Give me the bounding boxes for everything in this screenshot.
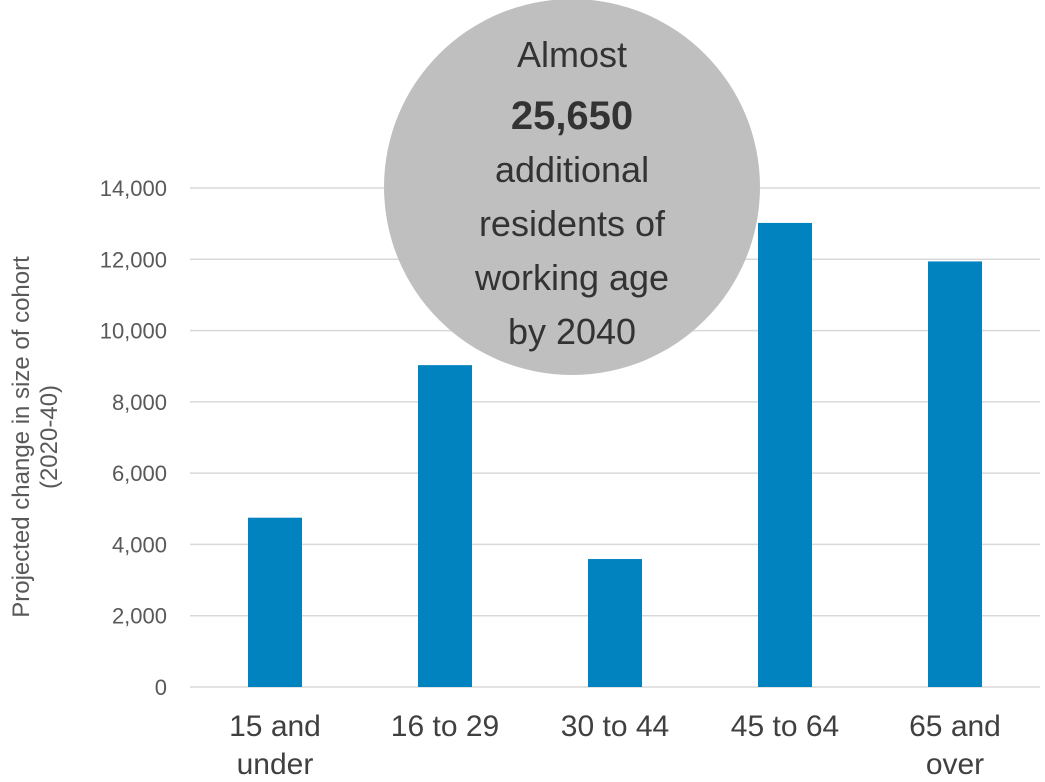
bar bbox=[928, 261, 982, 687]
y-tick-label: 4,000 bbox=[112, 532, 167, 557]
x-tick-label: 16 to 29 bbox=[391, 710, 499, 743]
y-tick-label: 10,000 bbox=[100, 319, 167, 344]
annotation-callout: Almost 25,650 additional residents of workin… bbox=[384, 0, 760, 375]
callout-text: Almost bbox=[517, 34, 627, 75]
callout-text: additional bbox=[495, 149, 649, 190]
callout-text: by 2040 bbox=[508, 311, 636, 352]
x-axis-labels: 15 and under 16 to 29 30 to 44 45 to 64 65 an… bbox=[229, 710, 1001, 781]
x-tick-label: 65 and over bbox=[909, 710, 1001, 781]
bars bbox=[248, 222, 982, 687]
callout-text: working age bbox=[474, 257, 669, 298]
bar bbox=[588, 559, 642, 687]
y-tick-label: 0 bbox=[155, 675, 167, 700]
callout-figure: 25,650 bbox=[511, 94, 633, 138]
y-axis-ticks: 0 2,000 4,000 6,000 8,000 10,000 12,000 14,000 bbox=[100, 176, 167, 700]
bar bbox=[758, 222, 812, 687]
y-axis-title: Projected change in size of cohort(2020-… bbox=[8, 256, 63, 618]
x-tick-label: 15 and under bbox=[229, 710, 321, 781]
x-tick-label: 45 to 64 bbox=[731, 710, 839, 743]
y-tick-label: 8,000 bbox=[112, 390, 167, 415]
y-tick-label: 14,000 bbox=[100, 176, 167, 201]
callout-text: residents of bbox=[479, 203, 666, 244]
bar bbox=[418, 365, 472, 687]
callout-circle bbox=[384, 0, 760, 375]
x-tick-label: 30 to 44 bbox=[561, 710, 669, 743]
y-tick-label: 2,000 bbox=[112, 604, 167, 629]
bar bbox=[248, 517, 302, 687]
y-tick-label: 6,000 bbox=[112, 461, 167, 486]
y-axis-label: Projected change in size of cohort(2020-… bbox=[8, 256, 63, 618]
y-tick-label: 12,000 bbox=[100, 247, 167, 272]
